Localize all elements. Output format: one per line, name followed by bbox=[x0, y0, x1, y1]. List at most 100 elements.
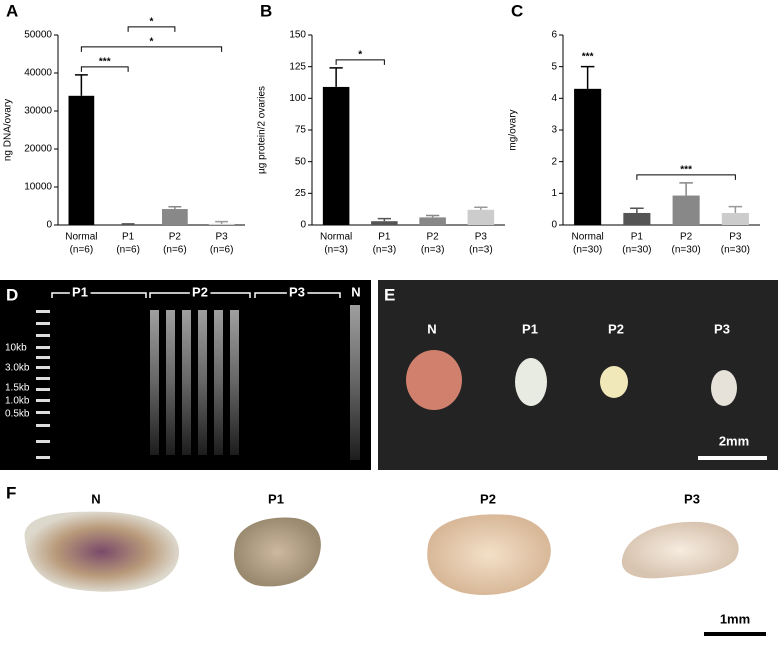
x-tick-label: P1 bbox=[378, 232, 391, 243]
x-tick-note: (n=6) bbox=[70, 245, 94, 256]
significance-label: *** bbox=[582, 51, 594, 62]
panel-letter: E bbox=[384, 285, 395, 304]
x-tick-note: (n=30) bbox=[672, 245, 701, 256]
error-bar bbox=[378, 219, 391, 222]
ladder-label: 10kb bbox=[5, 343, 27, 354]
error-bar bbox=[168, 207, 181, 209]
significance-label: * bbox=[358, 50, 362, 61]
error-bar bbox=[215, 222, 228, 224]
sample-label: N bbox=[427, 321, 436, 336]
tissue bbox=[406, 350, 462, 410]
panel-letter: B bbox=[260, 1, 272, 20]
error-bar bbox=[426, 216, 439, 218]
tissue bbox=[234, 517, 321, 586]
error-bar bbox=[75, 75, 88, 96]
y-tick-label: 150 bbox=[289, 30, 306, 41]
x-tick-label: P3 bbox=[729, 232, 742, 243]
photo-panel: E N P1 P2 P3 2mm bbox=[378, 280, 778, 470]
y-tick-label: 1 bbox=[551, 188, 557, 199]
error-bar bbox=[630, 208, 644, 213]
bar bbox=[468, 210, 495, 225]
tissue bbox=[711, 370, 737, 406]
tissue bbox=[25, 512, 180, 592]
y-tick-label: 40000 bbox=[24, 68, 52, 79]
x-tick-label: Normal bbox=[320, 232, 352, 243]
scale-label: 2mm bbox=[719, 433, 749, 448]
y-tick-label: 2 bbox=[551, 156, 557, 167]
y-tick-label: 50 bbox=[295, 156, 307, 167]
x-tick-label: P2 bbox=[680, 232, 693, 243]
ladder-label: 1.5kb bbox=[5, 383, 30, 394]
y-tick-label: 6 bbox=[551, 30, 557, 41]
y-axis-label: ng DNA/ovary bbox=[3, 99, 14, 161]
y-tick-label: 100 bbox=[289, 93, 306, 104]
y-tick-label: 125 bbox=[289, 61, 306, 72]
bar bbox=[419, 217, 446, 225]
bar bbox=[69, 96, 95, 225]
x-tick-label: P3 bbox=[475, 232, 488, 243]
sample-label: P3 bbox=[684, 491, 700, 506]
x-tick-label: P1 bbox=[122, 232, 135, 243]
panel-letter: C bbox=[511, 1, 523, 20]
bar bbox=[722, 213, 749, 225]
sample-label: P2 bbox=[608, 321, 624, 336]
y-tick-label: 0 bbox=[551, 220, 557, 231]
ladder-label: 0.5kb bbox=[5, 409, 30, 420]
x-tick-note: (n=3) bbox=[324, 245, 348, 256]
tissue bbox=[600, 366, 628, 398]
scale-label: 1mm bbox=[720, 611, 750, 626]
x-tick-note: (n=6) bbox=[210, 245, 234, 256]
x-tick-note: (n=30) bbox=[622, 245, 651, 256]
y-tick-label: 20000 bbox=[24, 144, 52, 155]
x-tick-note: (n=3) bbox=[421, 245, 445, 256]
significance-bracket bbox=[637, 175, 736, 180]
significance-label: * bbox=[150, 37, 154, 48]
lane-label: P2 bbox=[192, 284, 208, 299]
significance-bracket bbox=[336, 60, 384, 65]
y-tick-label: 30000 bbox=[24, 106, 52, 117]
y-tick-label: 4 bbox=[551, 93, 557, 104]
panel-letter: F bbox=[6, 483, 16, 502]
y-tick-label: 3 bbox=[551, 125, 557, 136]
closeup-panel: F N P1 P2 P3 1mm bbox=[6, 483, 766, 634]
y-tick-label: 50000 bbox=[24, 30, 52, 41]
significance-label: *** bbox=[680, 165, 692, 176]
x-tick-note: (n=30) bbox=[573, 245, 602, 256]
sample-label: P1 bbox=[522, 321, 538, 336]
tissue bbox=[427, 514, 551, 595]
sample-label: N bbox=[91, 491, 100, 506]
x-tick-note: (n=6) bbox=[163, 245, 187, 256]
y-axis-label: mg/ovary bbox=[508, 109, 519, 150]
error-bar bbox=[679, 183, 693, 196]
significance-label: * bbox=[150, 17, 154, 28]
bar bbox=[209, 224, 235, 225]
sample-label: P3 bbox=[714, 321, 730, 336]
x-tick-note: (n=30) bbox=[721, 245, 750, 256]
tissue bbox=[515, 358, 547, 406]
panel-letter: D bbox=[6, 285, 18, 304]
y-tick-label: 75 bbox=[295, 125, 307, 136]
gel-panel: D P1 P2 P3 N 10kb 3.0kb 1.5kb 1.0kb 0.5k… bbox=[0, 280, 371, 470]
charts: Ang DNA/ovary 0 10000 20000 30000 40000 50000 N… bbox=[3, 1, 760, 255]
significance-bracket bbox=[81, 47, 221, 52]
panel-letter: A bbox=[6, 1, 18, 20]
x-tick-note: (n=3) bbox=[469, 245, 493, 256]
x-tick-note: (n=6) bbox=[116, 245, 140, 256]
error-bar bbox=[729, 207, 743, 213]
significance-bracket bbox=[81, 67, 128, 72]
error-bar bbox=[474, 207, 487, 210]
y-tick-label: 10000 bbox=[24, 182, 52, 193]
significance-label: *** bbox=[99, 57, 111, 68]
significance-bracket bbox=[128, 27, 175, 32]
lane-label: N bbox=[351, 284, 360, 299]
x-tick-note: (n=3) bbox=[373, 245, 397, 256]
ladder-label: 1.0kb bbox=[5, 396, 30, 407]
y-tick-label: 25 bbox=[295, 188, 307, 199]
bar bbox=[574, 89, 601, 225]
x-tick-label: P2 bbox=[427, 232, 440, 243]
tissue bbox=[622, 522, 739, 579]
sample-label: P1 bbox=[268, 491, 284, 506]
x-tick-label: Normal bbox=[572, 232, 604, 243]
x-tick-label: P2 bbox=[169, 232, 182, 243]
x-tick-label: P3 bbox=[216, 232, 229, 243]
